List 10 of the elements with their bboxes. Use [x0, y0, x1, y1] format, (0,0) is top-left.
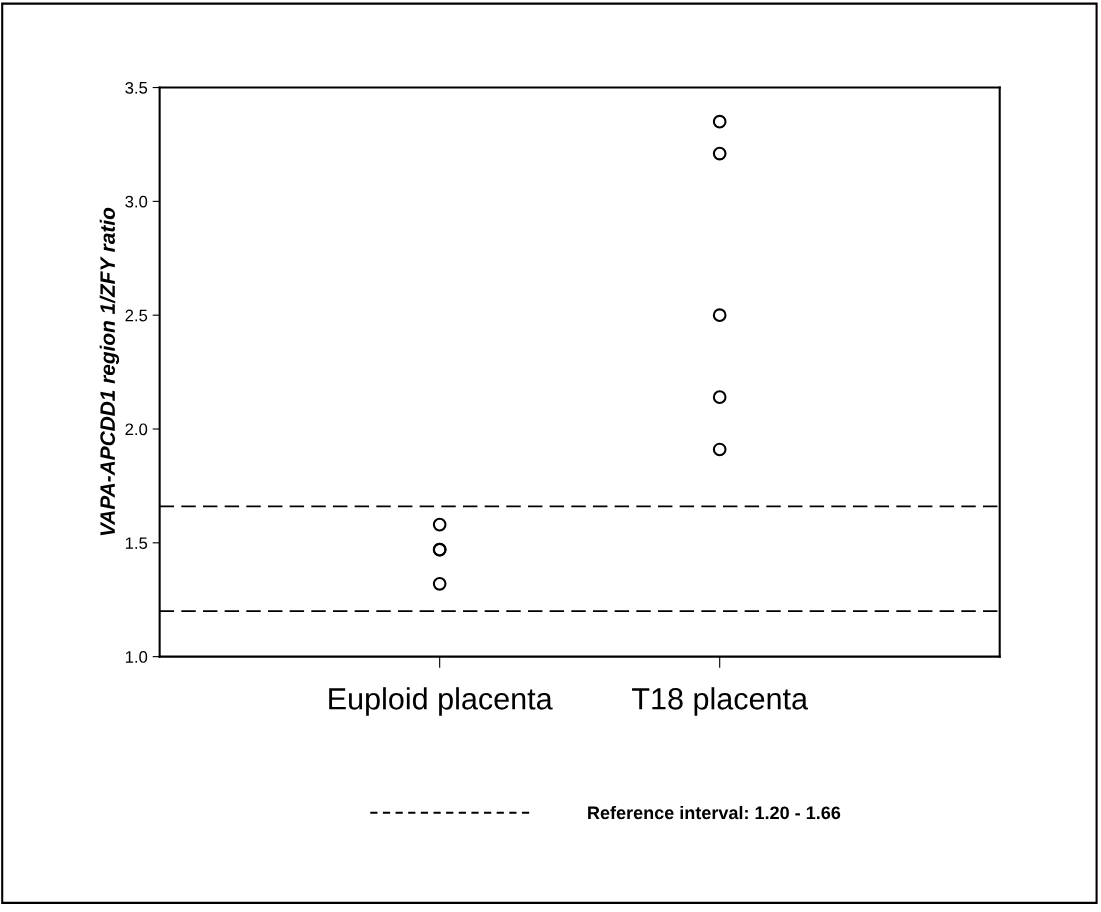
y-tick-label: 1.5 — [125, 537, 148, 550]
x-tick-label: T18 placenta — [632, 687, 809, 716]
y-tick-label: 1.0 — [125, 651, 148, 663]
y-tick-label: 3.0 — [125, 195, 148, 208]
y-tick-label: 2.5 — [125, 309, 148, 322]
text: Reference interval: 1.20 - 1.66 — [588, 805, 841, 820]
y-tick-label: 2.0 — [125, 423, 148, 436]
y-tick-label: 3.5 — [125, 81, 148, 94]
y-axis-title: VAPA-APCDD1 region 1/ZFY ratio — [99, 207, 120, 536]
x-tick-label: Euploid placenta — [329, 687, 553, 716]
